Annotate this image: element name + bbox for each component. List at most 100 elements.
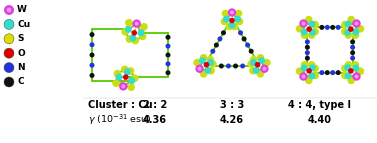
Circle shape <box>4 5 14 15</box>
Circle shape <box>204 67 211 74</box>
Circle shape <box>344 64 351 71</box>
Circle shape <box>341 72 349 79</box>
Circle shape <box>307 68 312 74</box>
Circle shape <box>309 64 316 71</box>
Circle shape <box>301 64 308 72</box>
Circle shape <box>127 67 134 75</box>
Circle shape <box>166 35 170 40</box>
Circle shape <box>242 36 247 41</box>
Circle shape <box>235 10 242 17</box>
Circle shape <box>355 22 359 25</box>
Circle shape <box>207 67 215 75</box>
Circle shape <box>209 60 217 68</box>
Circle shape <box>258 57 265 64</box>
Circle shape <box>138 29 144 36</box>
Circle shape <box>89 73 95 78</box>
Circle shape <box>226 63 231 68</box>
Circle shape <box>195 64 204 73</box>
Circle shape <box>249 67 257 75</box>
Circle shape <box>345 21 351 28</box>
Circle shape <box>4 34 14 44</box>
Circle shape <box>125 19 133 27</box>
Circle shape <box>311 65 319 72</box>
Circle shape <box>325 70 330 75</box>
Circle shape <box>263 67 267 71</box>
Text: C: C <box>17 78 24 87</box>
Circle shape <box>309 29 316 36</box>
Circle shape <box>341 65 349 72</box>
Circle shape <box>223 15 230 22</box>
Circle shape <box>127 83 135 91</box>
Circle shape <box>308 31 316 39</box>
Text: 3 : 3: 3 : 3 <box>220 100 244 110</box>
Circle shape <box>250 59 257 66</box>
Circle shape <box>296 25 303 33</box>
Circle shape <box>305 45 310 50</box>
Circle shape <box>166 61 170 66</box>
Circle shape <box>129 35 136 42</box>
Circle shape <box>204 62 209 67</box>
Circle shape <box>112 79 120 87</box>
Text: 2 : 2: 2 : 2 <box>143 100 167 110</box>
Circle shape <box>305 16 313 23</box>
Circle shape <box>135 22 139 25</box>
Circle shape <box>336 25 341 30</box>
Circle shape <box>125 26 132 33</box>
Circle shape <box>305 77 313 84</box>
Circle shape <box>89 52 95 57</box>
Circle shape <box>132 19 141 28</box>
Circle shape <box>357 67 364 75</box>
Circle shape <box>250 56 257 63</box>
Circle shape <box>218 36 222 41</box>
Circle shape <box>200 70 207 78</box>
Circle shape <box>341 28 349 35</box>
Circle shape <box>119 82 127 91</box>
Circle shape <box>302 75 305 78</box>
Circle shape <box>255 62 261 67</box>
Text: Cluster : Cu: Cluster : Cu <box>88 100 153 110</box>
Text: $\mathit{\gamma}\ (10^{-31}\ \mathrm{esu})$: $\mathit{\gamma}\ (10^{-31}\ \mathrm{esu… <box>88 113 152 127</box>
Circle shape <box>4 77 14 87</box>
Circle shape <box>89 63 95 68</box>
Circle shape <box>139 33 146 40</box>
Circle shape <box>257 70 264 78</box>
Circle shape <box>221 18 228 25</box>
Circle shape <box>247 60 255 68</box>
Circle shape <box>352 28 359 35</box>
Circle shape <box>236 18 243 25</box>
Circle shape <box>228 21 236 28</box>
Circle shape <box>231 23 238 30</box>
Circle shape <box>308 72 316 79</box>
Circle shape <box>240 63 245 68</box>
Circle shape <box>226 23 233 30</box>
Circle shape <box>311 72 319 79</box>
Text: 4.36: 4.36 <box>143 115 167 125</box>
Circle shape <box>198 67 201 71</box>
Circle shape <box>233 63 238 68</box>
Circle shape <box>311 21 319 28</box>
Circle shape <box>4 48 14 58</box>
Circle shape <box>352 64 359 72</box>
Circle shape <box>113 70 121 77</box>
Text: W: W <box>17 5 27 14</box>
Text: 4.26: 4.26 <box>220 115 244 125</box>
Circle shape <box>357 25 364 33</box>
Circle shape <box>302 22 305 25</box>
Circle shape <box>319 25 324 30</box>
Circle shape <box>330 25 335 30</box>
Circle shape <box>301 31 308 39</box>
Circle shape <box>307 26 312 32</box>
Circle shape <box>352 31 359 39</box>
Circle shape <box>341 21 349 28</box>
Circle shape <box>121 66 129 73</box>
Circle shape <box>311 28 319 35</box>
Circle shape <box>299 19 308 28</box>
Circle shape <box>228 8 236 17</box>
Circle shape <box>123 74 129 80</box>
Circle shape <box>219 63 224 68</box>
Circle shape <box>131 75 139 82</box>
Circle shape <box>325 25 330 30</box>
Circle shape <box>166 52 170 57</box>
Circle shape <box>345 31 352 39</box>
Circle shape <box>305 39 310 44</box>
